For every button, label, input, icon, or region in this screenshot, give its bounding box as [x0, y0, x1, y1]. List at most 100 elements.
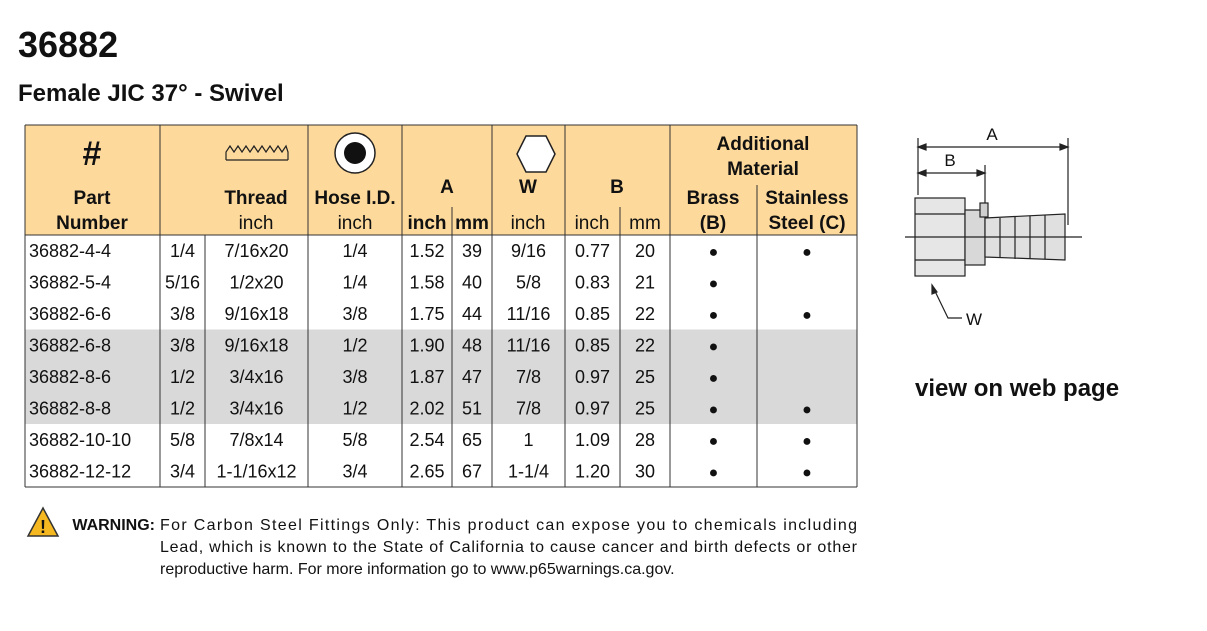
warning-icon-mark: ! [40, 517, 46, 537]
cell: 3/8 [342, 304, 367, 324]
cell: 3/8 [342, 367, 367, 387]
title: 36882 [18, 24, 118, 65]
availability-dot: ● [802, 402, 812, 419]
thread-icon [225, 144, 289, 160]
fitting-diagram [905, 138, 1082, 319]
cell: 0.85 [575, 304, 610, 324]
cell: 1.75 [409, 304, 444, 324]
cell: 0.83 [575, 273, 610, 293]
cell: 0.97 [575, 399, 610, 419]
cell: 21 [635, 273, 655, 293]
header-unit: mm [629, 213, 661, 234]
warning-icon [26, 506, 60, 537]
cell: 2.65 [409, 462, 444, 482]
cell: 22 [635, 336, 655, 356]
cell: 1-1/4 [508, 462, 549, 482]
cell: 1-1/16x12 [216, 462, 296, 482]
header-unit: inch [575, 213, 610, 234]
cell: 1.87 [409, 367, 444, 387]
header-label: Steel (C) [768, 213, 845, 234]
header-background [25, 125, 857, 235]
cell: 7/8 [516, 399, 541, 419]
cell: 1.52 [409, 241, 444, 261]
cell: 9/16x18 [224, 304, 288, 324]
availability-dot: ● [802, 244, 812, 261]
cell: 5/8 [342, 430, 367, 450]
warning-text: Lead, which is known to the State of Cal… [160, 539, 858, 556]
row-shading [25, 329, 857, 361]
cell: 1/2x20 [229, 273, 283, 293]
header-label: Number [56, 213, 128, 234]
row-shading [25, 392, 857, 424]
header-unit: inch [511, 213, 546, 234]
cell: 1.20 [575, 462, 610, 482]
cell: 25 [635, 367, 655, 387]
cell: 3/4 [170, 462, 195, 482]
warning-text: reproductive harm. For more information … [160, 561, 675, 578]
availability-dot: ● [802, 433, 812, 450]
cell: 3/4x16 [229, 367, 283, 387]
dimension-label: A [986, 125, 998, 144]
availability-dot: ● [709, 370, 719, 387]
availability-dot: ● [709, 339, 719, 356]
header-symbol: # [83, 135, 102, 173]
availability-dot: ● [709, 465, 719, 482]
part-number: 36882-5-4 [29, 273, 111, 293]
cell: 2.54 [409, 430, 444, 450]
web-link: view on web page [915, 375, 1119, 402]
cell: 3/4 [342, 462, 367, 482]
header-unit: mm [455, 213, 489, 234]
availability-dot: ● [802, 307, 812, 324]
cell: 30 [635, 462, 655, 482]
cell: 1/4 [342, 241, 367, 261]
header-label: Part [74, 188, 112, 209]
header-label: Hose I.D. [314, 188, 395, 209]
header-label: A [440, 177, 454, 198]
hex-icon [516, 135, 556, 173]
header-unit: inch [407, 213, 446, 234]
warning-label: WARNING: [72, 517, 155, 534]
availability-dot: ● [709, 276, 719, 293]
warning-text: For Carbon Steel Fittings Only: This pro… [160, 517, 857, 534]
dimension-label: B [944, 151, 955, 170]
cell: 28 [635, 430, 655, 450]
cell: 25 [635, 399, 655, 419]
cell: 1/4 [170, 241, 195, 261]
availability-dot: ● [802, 465, 812, 482]
dimension-label: W [966, 310, 982, 329]
availability-dot: ● [709, 402, 719, 419]
cell: 0.77 [575, 241, 610, 261]
cell: 0.85 [575, 336, 610, 356]
cell: 20 [635, 241, 655, 261]
cell: 7/8x14 [229, 430, 283, 450]
cell: 11/16 [507, 304, 551, 324]
cell: 1/2 [170, 399, 195, 419]
header-label: Thread [224, 188, 287, 209]
header-label: W [519, 177, 537, 198]
row-shading [25, 361, 857, 393]
cell: 3/8 [170, 336, 195, 356]
cell: 1.58 [409, 273, 444, 293]
cell: 3/8 [170, 304, 195, 324]
cell: 9/16 [511, 241, 546, 261]
part-number: 36882-10-10 [29, 430, 131, 450]
hose-icon-core [344, 142, 366, 164]
cell: 1/4 [342, 273, 367, 293]
header-label: Additional [717, 134, 810, 155]
cell: 5/8 [170, 430, 195, 450]
cell: 40 [462, 273, 482, 293]
cell: 2.02 [409, 399, 444, 419]
cell: 1.09 [575, 430, 610, 450]
cell: 44 [462, 304, 482, 324]
cell: 1/2 [342, 399, 367, 419]
availability-dot: ● [709, 307, 719, 324]
cell: 51 [462, 399, 482, 419]
part-number: 36882-6-6 [29, 304, 111, 324]
cell: 39 [462, 241, 482, 261]
header-label: Material [727, 159, 799, 180]
cell: 3/4x16 [229, 399, 283, 419]
cell: 9/16x18 [224, 336, 288, 356]
cell: 7/8 [516, 367, 541, 387]
